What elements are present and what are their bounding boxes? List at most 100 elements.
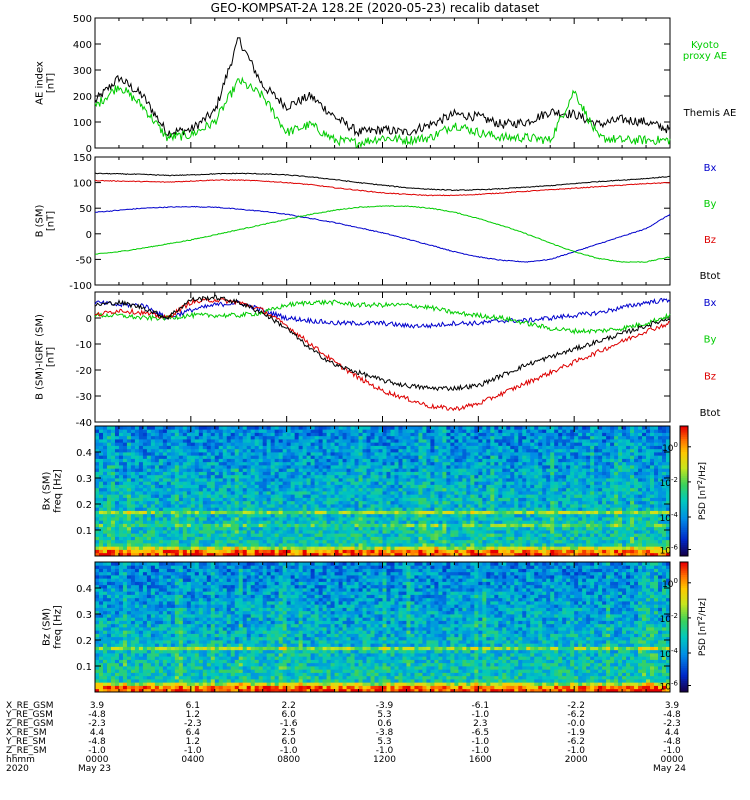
x-table-cell: -6.5 xyxy=(472,728,490,738)
svg-text:[nT]: [nT] xyxy=(46,73,57,93)
y-tick-label: 0.4 xyxy=(76,584,92,595)
series-line-bx xyxy=(95,205,671,263)
y-tick-label: 0.4 xyxy=(76,448,92,459)
x-table-cell: -1.0 xyxy=(472,737,490,747)
colorbar-tick-label: 10-2 xyxy=(660,612,678,625)
colorbar-tick-label: 10-6 xyxy=(660,544,679,557)
colorbar-label: PSD [nT2/Hz] xyxy=(696,598,708,656)
series-line-bx xyxy=(94,297,671,329)
legend-label: Btot xyxy=(700,271,721,282)
x-table-row-label: Z_RE_SM xyxy=(6,746,47,756)
x-table-row-label: Y_RE_SM xyxy=(5,737,46,747)
y-tick-label: 0 xyxy=(86,314,92,325)
x-table-cell: 1.2 xyxy=(186,710,200,720)
series-line-themis-ae xyxy=(94,37,671,139)
colorbar: 100 10-2 10-4 10-6 xyxy=(660,425,691,557)
x-table-cell: 2000 xyxy=(565,755,588,765)
legend-label: Bz xyxy=(704,371,716,382)
x-table-cell: 4.4 xyxy=(90,728,105,738)
series-line-btot xyxy=(94,294,671,392)
y-tick-label: 150 xyxy=(73,153,92,164)
series-line-btot xyxy=(94,172,671,192)
series-line-bz xyxy=(94,297,671,412)
x-table-cell: -1.0 xyxy=(280,746,298,756)
y-tick-label: 0.2 xyxy=(76,500,92,511)
y-tick-label: 100 xyxy=(73,179,92,190)
x-table-row-label: hhmm xyxy=(6,755,35,765)
x-table-cell: -6.2 xyxy=(567,710,585,720)
x-table-cell: 5.3 xyxy=(377,737,391,747)
plot-frame xyxy=(94,17,671,149)
x-table-cell: 4.4 xyxy=(665,728,680,738)
colorbar: 100 10-2 10-4 10-6 xyxy=(660,561,691,693)
x-table-cell: -1.0 xyxy=(567,746,585,756)
line-panel-0: 0 100 200 300 400 500 xyxy=(73,14,671,155)
x-table-cell: -2.3 xyxy=(88,719,106,729)
y-tick-label: 200 xyxy=(73,92,92,103)
y-tick-label: 0.3 xyxy=(76,610,92,621)
x-table-cell: -2.3 xyxy=(663,719,681,729)
y-tick-label: 100 xyxy=(73,118,92,129)
x-axis-table: X_RE_GSM 3.9 6.1 2.2 -3.9 -6.1 -2.2 3.9 Y_RE_GSM… xyxy=(5,701,686,774)
x-table-cell: -3.9 xyxy=(376,701,394,711)
x-table-cell: -1.9 xyxy=(567,728,585,738)
colorbar-tick-label: 100 xyxy=(662,441,678,454)
legend-label: By xyxy=(704,335,717,346)
x-table-row-label: Z_RE_GSM xyxy=(6,719,54,729)
x-table-cell: 0400 xyxy=(181,755,204,765)
x-table-cell: -1.0 xyxy=(472,710,490,720)
x-table-cell: -1.0 xyxy=(184,746,202,756)
x-table-cell: -4.8 xyxy=(663,710,681,720)
legend-label: By xyxy=(704,199,717,210)
x-table-cell: 2.3 xyxy=(473,719,487,729)
y-axis-label: AE index [nT] xyxy=(35,61,57,105)
x-table-cell: 6.1 xyxy=(186,701,200,711)
x-table-cell: -6.2 xyxy=(567,737,585,747)
y-tick-label: -10 xyxy=(76,340,92,351)
colorbar-tick-label: 10-6 xyxy=(660,680,679,693)
date-end-label: May 24 xyxy=(653,764,686,774)
x-table-cell: 2.5 xyxy=(282,728,296,738)
y-tick-label: 0.1 xyxy=(76,526,92,537)
spectrogram-panel-3: 0.1 0.2 0.3 0.4 xyxy=(76,425,671,557)
chart-title: GEO-KOMPSAT-2A 128.2E (2020-05-23) recal… xyxy=(211,1,540,15)
y-tick-label: 500 xyxy=(73,14,92,25)
y-tick-label: 0 xyxy=(86,144,92,155)
x-table-cell: -1.0 xyxy=(88,746,106,756)
colorbar-tick-label: 100 xyxy=(662,577,678,590)
x-table-cell: 3.9 xyxy=(665,701,680,711)
x-table-row-label: X_RE_GSM xyxy=(6,701,54,711)
y-tick-label: 50 xyxy=(79,204,92,215)
x-table-cell: -3.8 xyxy=(376,728,394,738)
x-table-cell: -4.8 xyxy=(663,737,681,747)
x-table-cell: 1.2 xyxy=(186,737,200,747)
x-table-cell: -4.8 xyxy=(88,737,106,747)
y-tick-label: 0.2 xyxy=(76,636,92,647)
x-table-cell: 5.3 xyxy=(377,710,391,720)
x-table-cell: 0000 xyxy=(86,755,109,765)
date-start-label: May 23 xyxy=(78,764,111,774)
y-tick-label: -20 xyxy=(76,366,92,377)
x-table-cell: 0.6 xyxy=(377,719,392,729)
y-tick-label: -50 xyxy=(76,255,92,266)
x-table-cell: -1.6 xyxy=(280,719,298,729)
legend-label: Kyoto xyxy=(691,40,719,51)
x-table-cell: -1.0 xyxy=(376,746,394,756)
x-table-cell: -1.0 xyxy=(472,746,490,756)
y-tick-label: 0.3 xyxy=(76,474,92,485)
x-table-cell: -1.0 xyxy=(663,746,681,756)
x-table-cell: 6.0 xyxy=(282,710,297,720)
plot-frame xyxy=(94,156,671,286)
y-tick-label: -30 xyxy=(76,392,92,403)
year-label: 2020 xyxy=(6,764,29,774)
x-table-cell: 3.9 xyxy=(90,701,105,711)
x-table-cell: 0000 xyxy=(661,755,684,765)
x-table-cell: 1600 xyxy=(469,755,492,765)
colorbar-tick-label: 10-4 xyxy=(660,511,679,524)
colorbar-tick-label: 10-2 xyxy=(660,476,678,489)
legend-label: Bx xyxy=(704,298,717,309)
y-axis-label: Bx (SM) freq [Hz] xyxy=(42,469,64,513)
svg-text:B (SM)-IGRF (SM): B (SM)-IGRF (SM) xyxy=(35,314,46,400)
y-tick-label: -100 xyxy=(69,281,92,292)
legend-label: Bx xyxy=(704,163,717,174)
